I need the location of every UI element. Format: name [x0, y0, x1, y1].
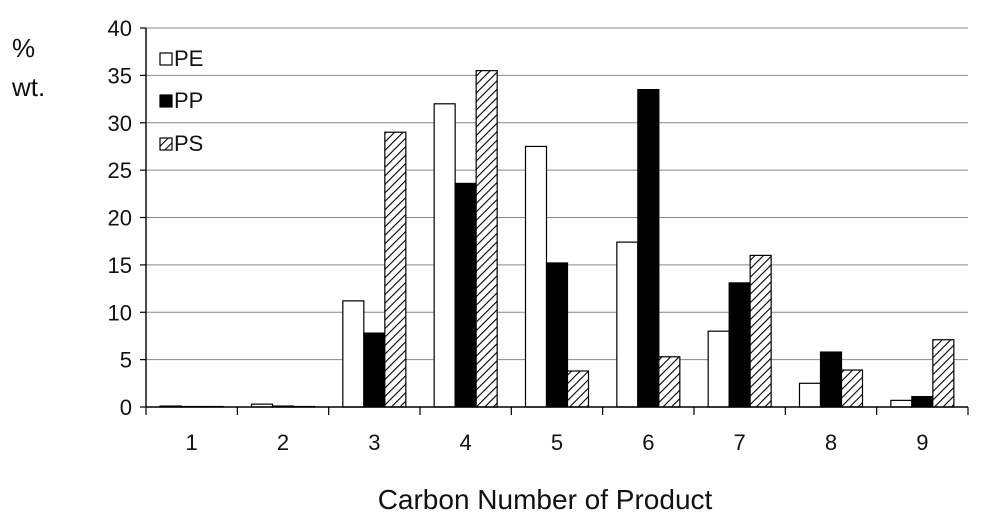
x-tick-label: 8: [825, 430, 837, 455]
x-axis-label: Carbon Number of Product: [378, 484, 713, 515]
bar-pp: [637, 88, 660, 408]
y-tick-label: 0: [120, 395, 132, 420]
bar-pe: [890, 399, 913, 408]
legend-label-pp: PP: [174, 88, 203, 113]
bar-ps: [840, 369, 864, 408]
y-tick-label: 15: [108, 253, 132, 278]
legend: PE PP PS: [159, 46, 203, 156]
bar-pe: [524, 145, 548, 408]
legend-label-pe: PE: [174, 46, 203, 71]
bar-pe: [707, 330, 730, 408]
x-tick-label: 2: [277, 430, 289, 455]
y-tick-labels: 0 5 10 15 20 25 30 35 40: [108, 16, 132, 420]
bar-ps: [932, 339, 955, 408]
y-tick-label: 40: [108, 16, 132, 41]
legend-swatch-pe: [159, 52, 173, 66]
x-tick-label: 7: [734, 430, 746, 455]
y-tick-label: 20: [108, 206, 132, 231]
y-tick-label: 35: [108, 63, 132, 88]
y-tick-label: 25: [108, 158, 132, 183]
bar-ps: [566, 370, 590, 408]
bar-pp: [728, 282, 751, 408]
y-axis-label-line2: wt.: [11, 72, 45, 102]
y-axis-label-line1: %: [12, 33, 35, 63]
x-tick-labels: 1 2 3 4 5 6 7 8 9: [186, 430, 929, 455]
bar-pe: [433, 103, 456, 408]
bars: [159, 70, 955, 408]
bar-ps: [384, 131, 407, 408]
y-tick-label: 30: [108, 111, 132, 136]
bar-pp: [911, 395, 934, 408]
x-tick-label: 3: [368, 430, 380, 455]
bar-pp: [363, 332, 386, 408]
y-tick-label: 5: [120, 348, 132, 373]
bar-pe: [798, 382, 822, 408]
bar-ps: [658, 356, 681, 408]
x-tick-label: 6: [642, 430, 654, 455]
bar-ps: [749, 254, 772, 408]
bar-pp: [545, 262, 569, 408]
x-tick-label: 1: [186, 430, 198, 455]
bar-ps: [475, 70, 498, 408]
bar-pe: [342, 300, 365, 408]
x-tick-label: 5: [551, 430, 563, 455]
bar-pp: [819, 351, 843, 408]
x-tick-label: 4: [460, 430, 472, 455]
legend-label-ps: PS: [174, 131, 203, 156]
legend-swatch-ps: [159, 137, 173, 151]
x-tick-label: 9: [916, 430, 928, 455]
bar-pe: [616, 241, 639, 408]
axes: [140, 27, 969, 415]
bar-pp: [454, 182, 477, 408]
legend-swatch-pp: [159, 94, 173, 108]
y-tick-label: 10: [108, 300, 132, 325]
